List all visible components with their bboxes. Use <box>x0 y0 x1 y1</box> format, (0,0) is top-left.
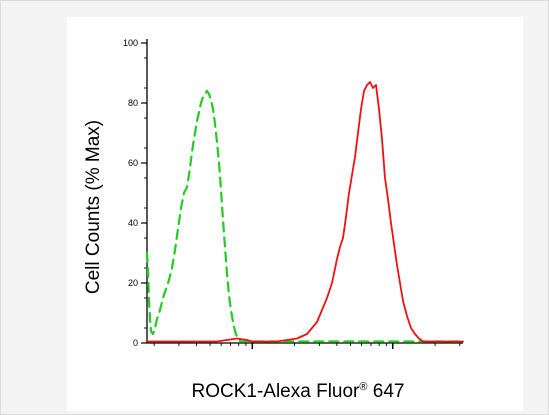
x-axis-title-main: ROCK1-Alexa Fluor <box>192 381 361 402</box>
control-histogram-line <box>145 89 465 343</box>
chart-panel: 0 20 40 60 80 100 Cell Counts (% Max) ROCK1-A… <box>67 17 523 411</box>
y-tick-label: 20 <box>128 278 138 288</box>
y-axis: 0 20 40 60 80 100 <box>123 38 148 348</box>
series-layer <box>145 81 465 343</box>
y-axis-title: Cell Counts (% Max) <box>83 120 104 294</box>
sample-histogram-line <box>146 81 464 343</box>
x-axis-title: ROCK1-Alexa Fluor® 647 <box>192 381 405 402</box>
x-axis-title-channel: 647 <box>368 381 405 402</box>
y-tick-label: 80 <box>128 98 138 108</box>
y-tick-label: 0 <box>133 338 138 348</box>
x-axis <box>147 342 463 349</box>
y-tick-label: 40 <box>128 218 138 228</box>
y-tick-label: 100 <box>123 38 138 48</box>
x-axis-title-registered-mark: ® <box>359 381 367 393</box>
histogram-chart: 0 20 40 60 80 100 Cell Counts (% Max) ROCK1-A… <box>83 38 465 402</box>
y-tick-label: 60 <box>128 158 138 168</box>
